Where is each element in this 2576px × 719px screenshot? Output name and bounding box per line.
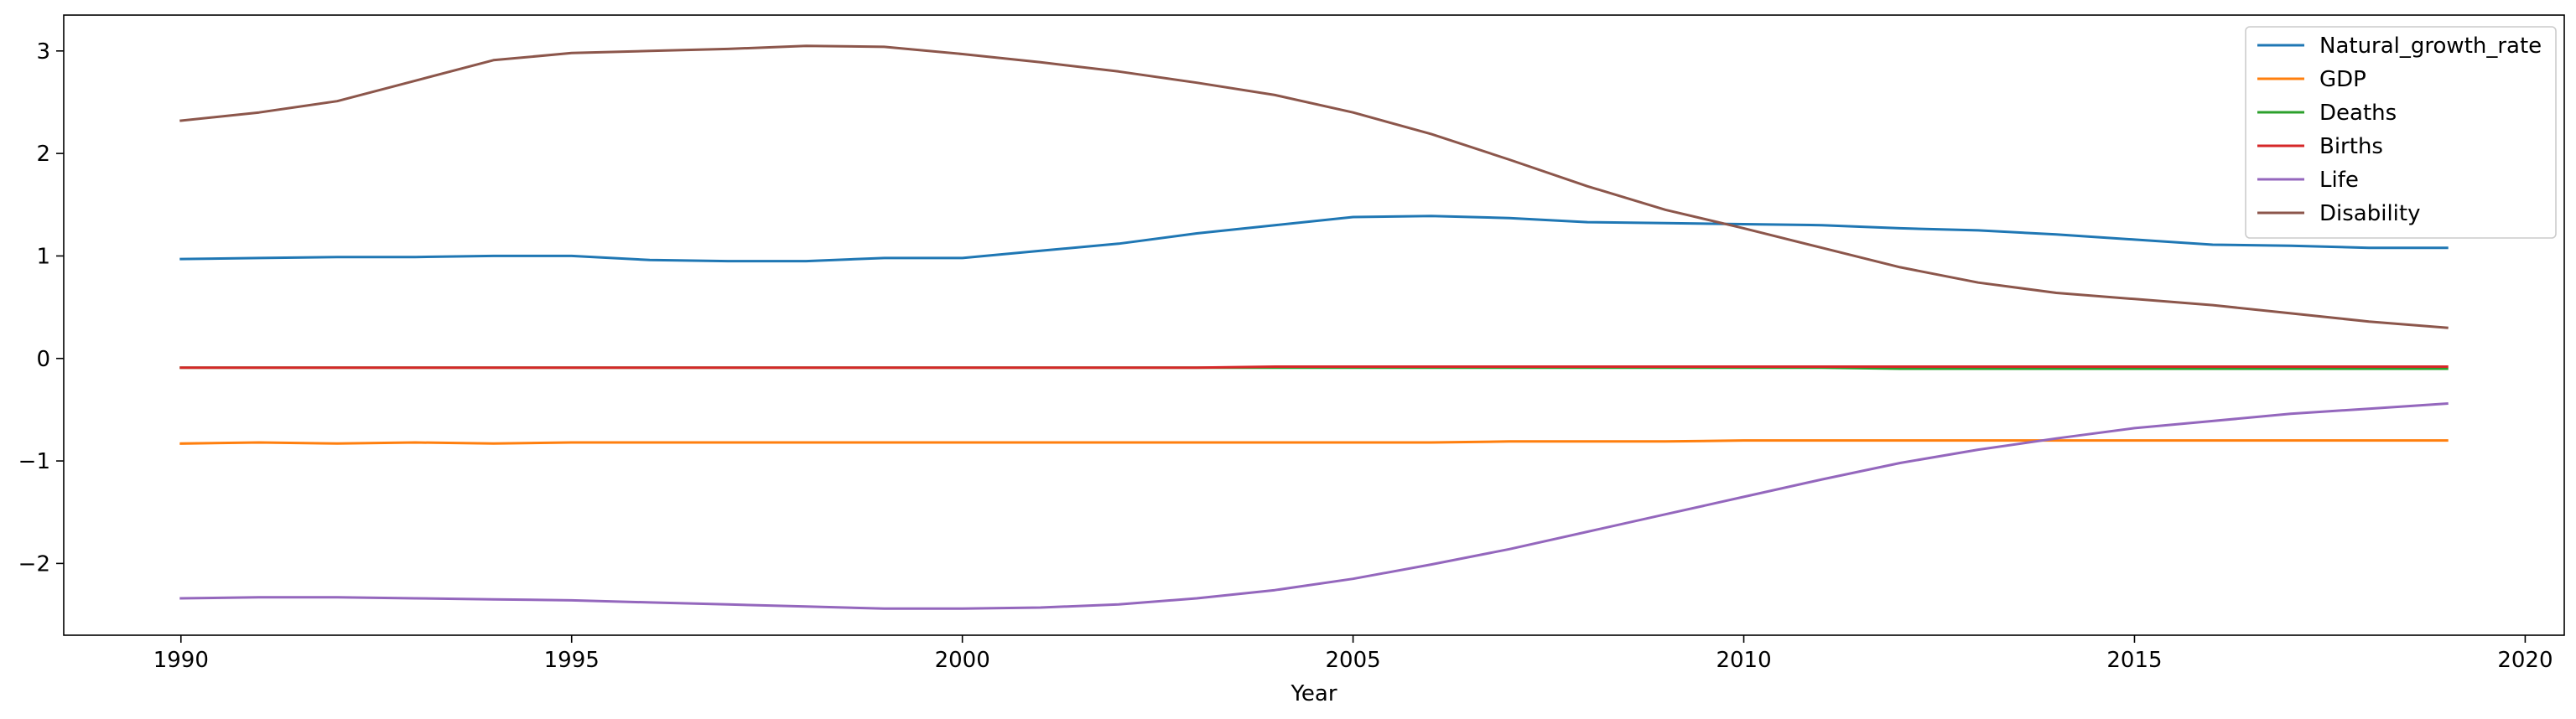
axes-frame xyxy=(63,14,2565,636)
series-line-gdp xyxy=(179,439,2449,445)
axes: 1990 1995 2000 2005 2010 2015 2020 −2 −1 0 1 2 3 xyxy=(18,14,2565,673)
series-line-natural-growth-rate xyxy=(179,215,2449,263)
series-line-disability xyxy=(179,44,2449,329)
x-tick-label: 2010 xyxy=(1716,648,1771,673)
x-tick-label: 2015 xyxy=(2106,648,2162,673)
x-axis-label: Year xyxy=(1290,681,1337,706)
legend: Natural_growth_rate GDP Deaths Births Life Di… xyxy=(2245,26,2557,239)
legend-entry: GDP xyxy=(2319,67,2366,92)
x-tick-label: 1995 xyxy=(544,648,600,673)
x-tick-label: 2020 xyxy=(2497,648,2553,673)
legend-entry: Life xyxy=(2319,168,2359,193)
legend-entry: Deaths xyxy=(2319,101,2397,126)
series-line-life xyxy=(179,402,2449,610)
series-line-births xyxy=(179,365,2449,370)
x-tick-label: 1990 xyxy=(153,648,209,673)
legend-box xyxy=(2245,26,2557,239)
legend-entry: Disability xyxy=(2319,201,2420,226)
legend-entry: Births xyxy=(2319,134,2383,159)
x-tick-label: 2000 xyxy=(935,648,990,673)
plot-area xyxy=(179,44,2449,610)
x-tick-label: 2005 xyxy=(1326,648,1381,673)
y-tick-label: 3 xyxy=(36,39,50,65)
y-tick-label: 0 xyxy=(36,347,50,372)
y-tick-label: 2 xyxy=(36,142,50,167)
y-tick-label: 1 xyxy=(36,244,50,269)
legend-entry: Natural_growth_rate xyxy=(2319,34,2542,59)
y-tick-label: −1 xyxy=(18,449,50,474)
y-tick-label: −2 xyxy=(18,551,50,577)
